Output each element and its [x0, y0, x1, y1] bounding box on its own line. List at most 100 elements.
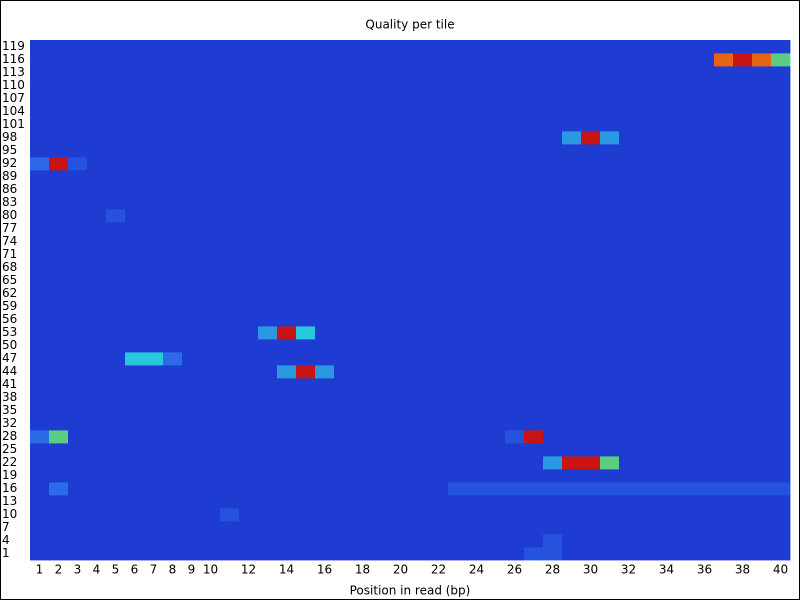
heat-cell	[695, 222, 715, 236]
heat-cell	[695, 378, 715, 392]
heat-cell	[315, 391, 335, 405]
heat-cell	[201, 222, 221, 236]
heat-cell	[163, 352, 183, 366]
heat-cell	[334, 326, 354, 340]
heat-cell	[49, 534, 69, 548]
heat-cell	[106, 170, 126, 184]
heat-cell	[353, 430, 373, 444]
heat-cell	[353, 183, 373, 197]
heat-cell	[695, 131, 715, 145]
heat-cell	[410, 274, 430, 288]
heat-cell	[619, 183, 639, 197]
heat-cell	[600, 235, 620, 249]
heat-cell	[752, 469, 772, 483]
heat-cell	[220, 118, 240, 132]
heat-cell	[600, 430, 620, 444]
heat-cell	[638, 79, 658, 93]
heat-cell	[163, 196, 183, 210]
heat-cell	[372, 443, 392, 457]
heat-cell	[163, 547, 183, 561]
heat-cell	[258, 40, 278, 54]
heat-cell	[505, 300, 525, 314]
heat-cell	[714, 105, 734, 119]
heat-cell	[543, 235, 563, 249]
heat-cell	[486, 92, 506, 106]
heat-cell	[581, 339, 601, 353]
heat-cell	[182, 53, 202, 67]
heat-cell	[277, 339, 297, 353]
y-tick-label: 110	[2, 78, 25, 92]
heat-cell	[239, 157, 259, 171]
heat-cell	[714, 274, 734, 288]
heat-cell	[752, 391, 772, 405]
heat-cell	[87, 495, 107, 509]
heat-cell	[182, 391, 202, 405]
heat-cell	[258, 92, 278, 106]
heat-cell	[144, 547, 164, 561]
x-tick-label: 28	[545, 563, 560, 577]
heat-cell	[258, 365, 278, 379]
heat-cell	[486, 209, 506, 223]
heat-cell	[182, 443, 202, 457]
heat-cell	[657, 417, 677, 431]
heat-cell	[315, 92, 335, 106]
y-tick-label: 13	[2, 494, 17, 508]
heat-cell	[543, 547, 563, 561]
heat-cell	[638, 313, 658, 327]
heat-cell	[562, 183, 582, 197]
heat-cell	[505, 547, 525, 561]
heat-cell	[334, 235, 354, 249]
heat-cell	[657, 53, 677, 67]
y-tick-label: 98	[2, 130, 17, 144]
heat-cell	[201, 404, 221, 418]
heat-cell	[752, 92, 772, 106]
heat-cell	[144, 209, 164, 223]
heat-cell	[201, 144, 221, 158]
heat-cell	[505, 469, 525, 483]
y-tick-label: 89	[2, 169, 17, 183]
heat-cell	[486, 547, 506, 561]
heat-cell	[429, 248, 449, 262]
heat-cell	[581, 443, 601, 457]
heat-cell	[581, 300, 601, 314]
heat-cell	[410, 300, 430, 314]
heat-cell	[353, 209, 373, 223]
heat-cell	[125, 105, 145, 119]
heat-cell	[144, 248, 164, 262]
heat-cell	[239, 508, 259, 522]
heat-cell	[410, 261, 430, 275]
heat-cell	[638, 222, 658, 236]
heat-cell	[49, 430, 69, 444]
heat-cell	[714, 482, 734, 496]
heat-cell	[68, 274, 88, 288]
heat-cell	[429, 170, 449, 184]
heat-cell	[258, 53, 278, 67]
heat-cell	[49, 157, 69, 171]
heat-cell	[30, 287, 50, 301]
heat-cell	[277, 105, 297, 119]
heat-cell	[391, 482, 411, 496]
heat-cell	[733, 352, 753, 366]
heat-cell	[106, 92, 126, 106]
heat-cell	[714, 79, 734, 93]
heat-cell	[581, 352, 601, 366]
heat-cell	[277, 547, 297, 561]
heat-cell	[49, 261, 69, 275]
heat-cell	[429, 417, 449, 431]
heat-cell	[106, 443, 126, 457]
heat-cell	[543, 287, 563, 301]
heat-cell	[467, 170, 487, 184]
heat-cell	[562, 495, 582, 509]
heat-cell	[144, 495, 164, 509]
heat-cell	[505, 287, 525, 301]
heat-cell	[429, 144, 449, 158]
x-tick-label: 32	[621, 563, 636, 577]
heat-cell	[676, 144, 696, 158]
heat-cell	[163, 131, 183, 145]
heat-cell	[277, 508, 297, 522]
heat-cell	[49, 131, 69, 145]
heat-cell	[581, 196, 601, 210]
heat-cell	[334, 40, 354, 54]
heat-cell	[277, 365, 297, 379]
heat-cell	[657, 378, 677, 392]
